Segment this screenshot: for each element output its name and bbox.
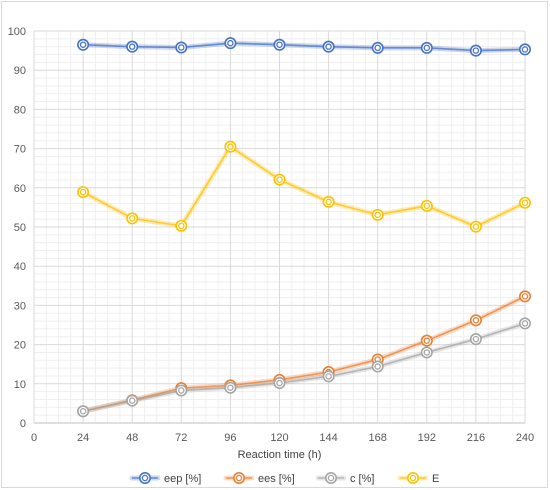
y-tick-label: 50 [14, 222, 26, 234]
x-tick-label: 192 [418, 432, 436, 444]
x-tick-label: 144 [319, 432, 337, 444]
x-tick-label: 0 [31, 432, 37, 444]
x-tick-label: 240 [516, 432, 534, 444]
data-point-inner [178, 387, 185, 394]
data-point-inner [374, 211, 381, 219]
series-line [83, 42, 526, 52]
x-tick-label: 72 [175, 432, 187, 444]
data-point-inner [325, 198, 332, 206]
data-point-inner [128, 43, 136, 50]
series-line [82, 295, 526, 413]
y-tick-label: 0 [20, 418, 26, 430]
series-line [82, 145, 526, 228]
data-point-inner [79, 41, 87, 48]
data-point-inner [79, 407, 87, 415]
x-tick-label: 48 [126, 432, 138, 444]
data-point-inner [227, 384, 234, 391]
legend-marker-inner [409, 474, 417, 482]
data-point-inner [472, 335, 480, 343]
data-point-inner [521, 293, 529, 300]
data-point-inner [374, 363, 381, 370]
legend-label: c [%] [350, 473, 374, 485]
x-tick-label: 96 [224, 432, 236, 444]
y-tick-label: 30 [14, 300, 26, 312]
data-point-inner [423, 349, 431, 356]
legend-marker-inner [235, 474, 243, 482]
data-point-inner [128, 215, 136, 222]
data-point-inner [178, 222, 185, 230]
legend-label: E [432, 473, 439, 485]
x-tick-label: 216 [467, 432, 485, 444]
y-tick-label: 40 [14, 261, 26, 273]
data-point-inner [423, 44, 431, 52]
data-point-inner [325, 373, 332, 380]
y-tick-label: 20 [14, 340, 26, 352]
y-tick-label: 100 [8, 26, 26, 38]
data-point-inner [227, 39, 234, 47]
data-point-inner [521, 320, 529, 327]
x-tick-label: 120 [270, 432, 288, 444]
data-point-inner [276, 379, 283, 387]
data-point-inner [325, 43, 332, 50]
data-point-inner [227, 143, 234, 150]
data-point-inner [79, 188, 87, 196]
data-point-inner [276, 176, 283, 183]
data-point-inner [178, 44, 185, 51]
data-point-inner [472, 223, 480, 230]
data-point-inner [423, 202, 431, 210]
data-point-inner [276, 41, 283, 48]
x-tick-label: 24 [77, 432, 89, 444]
legend-marker-inner [141, 474, 149, 482]
series-line [82, 322, 526, 413]
data-point-inner [128, 397, 136, 404]
y-tick-label: 10 [14, 379, 26, 391]
y-tick-label: 60 [14, 183, 26, 195]
data-point-inner [472, 317, 480, 324]
y-tick-label: 90 [14, 65, 26, 77]
data-point-inner [472, 47, 480, 54]
y-tick-label: 70 [14, 144, 26, 156]
data-point-inner [521, 46, 529, 53]
legend-label: eep [%] [164, 473, 201, 485]
x-axis-title: Reaction time (h) [238, 449, 322, 461]
y-tick-label: 80 [14, 104, 26, 116]
legend-marker-inner [327, 474, 335, 482]
legend-label: ees [%] [258, 473, 295, 485]
data-point-inner [374, 44, 381, 52]
data-point-inner [521, 199, 529, 206]
x-tick-label: 168 [369, 432, 387, 444]
data-point-inner [423, 337, 431, 344]
